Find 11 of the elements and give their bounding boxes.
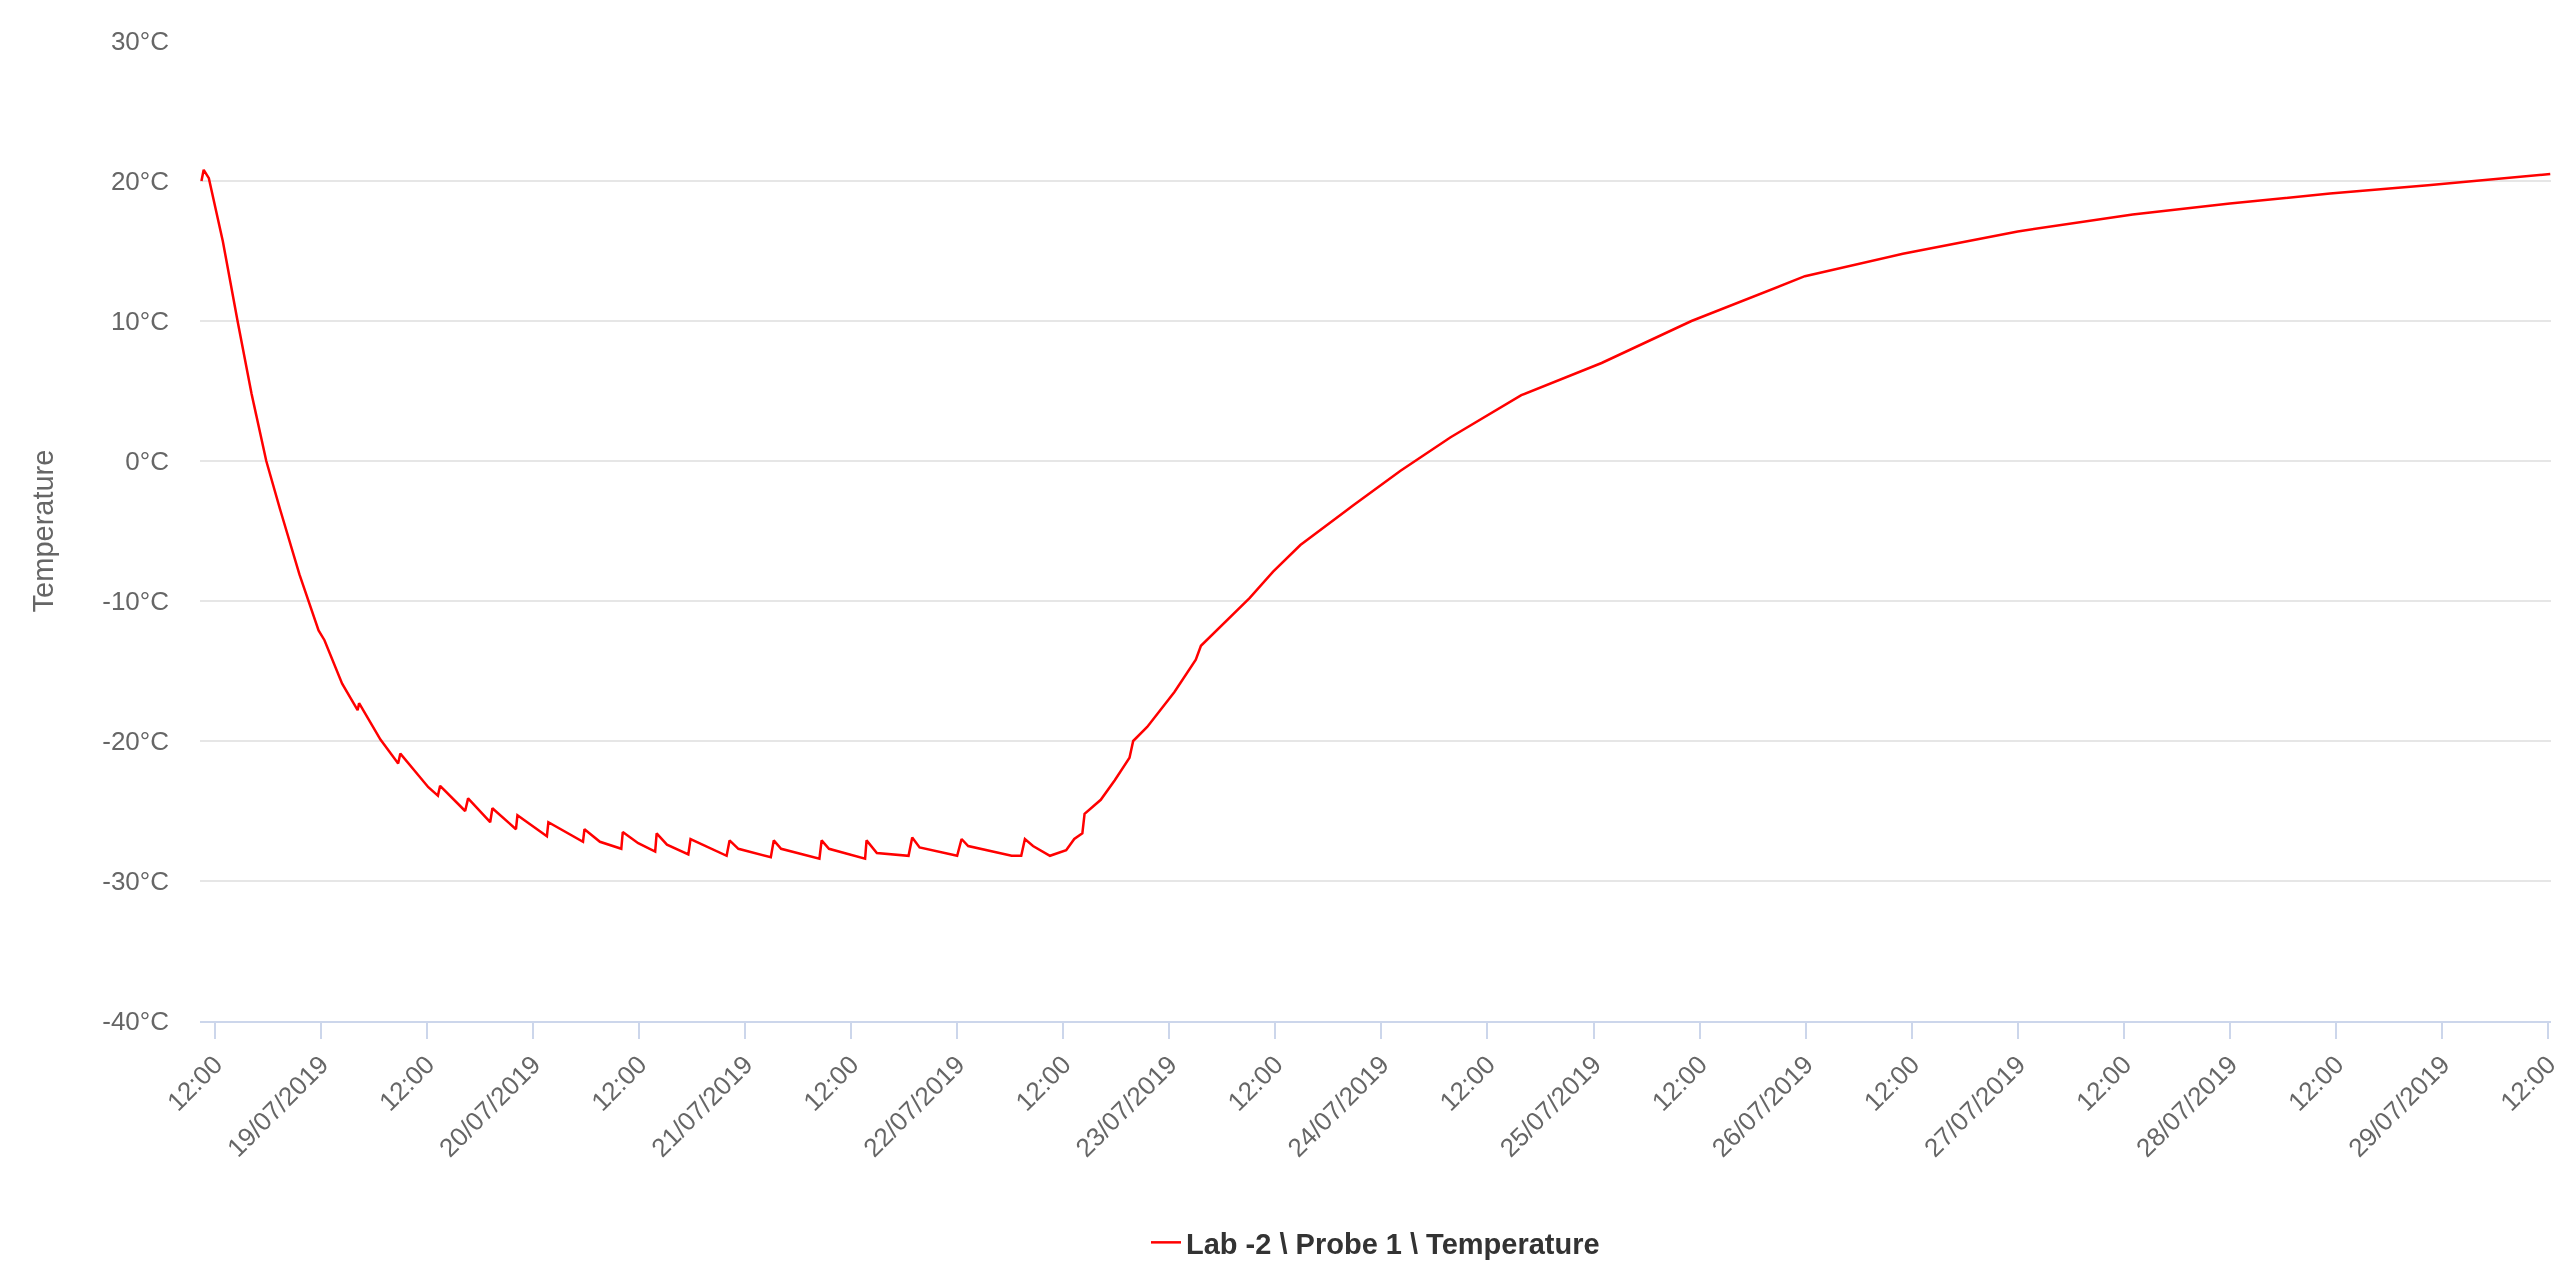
y-tick-label: 0°C (125, 446, 169, 477)
y-tick-label: -40°C (102, 1006, 169, 1037)
y-tick-label: -30°C (102, 866, 169, 897)
y-tick-label: 20°C (110, 166, 169, 197)
y-axis-title: Temperature (26, 449, 59, 613)
y-tick-label: 30°C (110, 26, 169, 57)
y-tick-label: -10°C (102, 586, 169, 617)
legend-label: Lab -2 \ Probe 1 \ Temperature (1186, 1227, 1600, 1260)
y-tick-label: 10°C (110, 306, 169, 337)
line-series (200, 168, 2551, 860)
y-tick-label: -20°C (102, 726, 169, 757)
